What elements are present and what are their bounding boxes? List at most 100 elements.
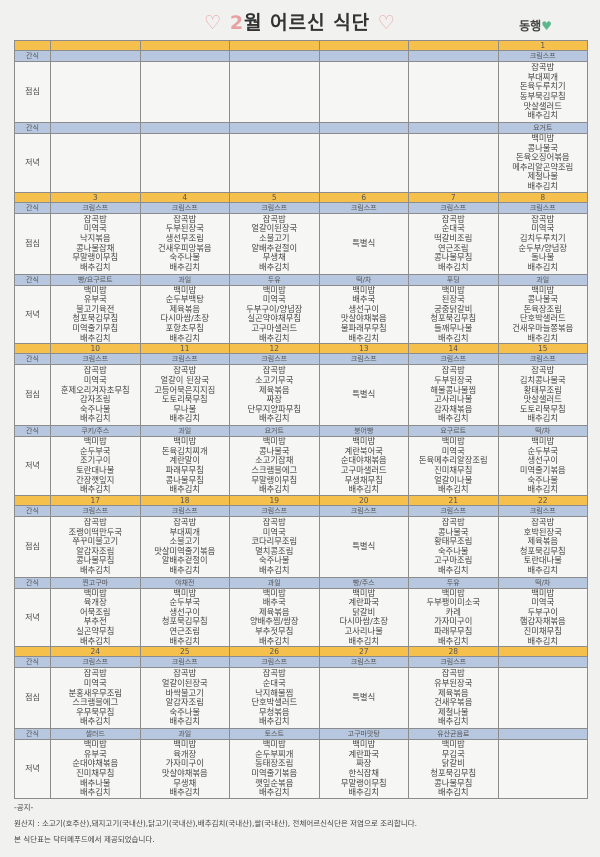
- row-label: 간식: [14, 425, 51, 438]
- menu-item: 돈육김치찌개: [161, 445, 208, 456]
- menu-item: 배추김치: [79, 332, 111, 343]
- menu-item: 배추김치: [169, 261, 201, 272]
- menu-item: 양배추찜/쌈장: [249, 616, 299, 627]
- snack-row: 간식 요거트: [14, 122, 588, 134]
- menu-item: 진미채무침: [434, 464, 473, 475]
- empty-cell: [408, 61, 499, 123]
- menu-item: 배추김치: [258, 413, 290, 424]
- menu-item: 잡곡밥: [262, 365, 286, 376]
- empty-cell: [229, 50, 320, 62]
- empty-cell: [497, 646, 588, 658]
- menu-item: 알배추겉절이: [161, 555, 208, 566]
- menu-item: 잡곡밥: [173, 668, 197, 679]
- menu-item: 배추김치: [169, 332, 201, 343]
- menu-item: 생선무조림: [165, 232, 204, 243]
- snack-cell: 푸딩: [408, 273, 499, 286]
- snack-cell: 요구르트: [408, 425, 499, 438]
- date-cell: 3: [50, 191, 141, 203]
- menu-item: 순두부백탕: [165, 294, 204, 305]
- snack-row: 간식 크림스프 크림스프 크림스프 크림스프 크림스프 크림스프: [14, 201, 588, 214]
- row-label: 간식: [14, 728, 51, 741]
- menu-item: 다시마쌈/초장: [339, 616, 389, 627]
- menu-item: 숙주나물: [437, 545, 469, 556]
- menu-item: 배추김치: [527, 413, 559, 424]
- dinner-menu: 백미밥 미역국 두부구이 햄감자채볶음 진미채무침 배추김치: [497, 587, 588, 648]
- title-text: 월 어르신 식단: [244, 12, 371, 34]
- row-label: 점심: [14, 667, 51, 730]
- row-label: 간식: [14, 576, 51, 589]
- menu-item: 계란말이: [169, 455, 201, 466]
- menu-item: 미역줄기무침: [72, 322, 119, 333]
- lunch-menu: 잡곡밥 소고기무국 제육볶음 짜장 단무지양파무침 배추김치: [229, 364, 320, 427]
- snack-cell: 두유: [408, 576, 499, 589]
- menu-item: 건새우볶음: [434, 697, 473, 708]
- menu-item: 부추젓무침: [255, 626, 294, 637]
- snack-row: 간식 찐고구마 야채전 과일 빵/주스 두유 떡/차: [14, 576, 588, 589]
- snack-cell: 크림스프: [497, 50, 588, 62]
- menu-item: 미역국: [83, 678, 107, 689]
- snack-cell: 크림스프: [50, 504, 141, 517]
- empty-cell: [408, 122, 499, 134]
- menu-item: 파래무무침: [434, 626, 473, 637]
- empty-cell: [50, 50, 141, 62]
- menu-item: 배추김치: [79, 635, 111, 646]
- menu-item: 잡곡밥: [262, 213, 286, 224]
- menu-item: 동부묵김무침: [519, 91, 566, 101]
- lunch-menu: 잡곡밥 미역국 코다리무조림 멸치콩조림 숙주나물 배추김치: [229, 515, 320, 578]
- menu-item: 제육볶음: [527, 536, 559, 547]
- lunch-menu: 잡곡밥 미역국 분홍새우무조림 스크램블에그 우무묵무침 배추김치: [50, 667, 141, 730]
- menu-item: 배추김치: [348, 484, 380, 495]
- menu-item: 단호박샐러드: [251, 697, 298, 708]
- menu-item: 백미밥: [83, 285, 107, 295]
- lunch-menu: 특별식: [318, 212, 409, 275]
- notice-heading: -공지-: [14, 803, 34, 812]
- menu-item: 소고기잡채: [255, 455, 294, 466]
- date-cell: 5: [229, 191, 320, 203]
- menu-item: 부대찌개: [527, 71, 559, 82]
- snack-cell: 크림스프: [318, 504, 409, 517]
- snack-cell: 크림스프: [50, 656, 141, 669]
- lunch-menu: 잡곡밥 호박된장국 제육볶음 청포묵김무침 토란대나물 배추김치: [497, 515, 588, 578]
- menu-item: 잡곡밥: [262, 516, 286, 527]
- meal-calendar: 1 간식 크림스프 점심 잡곡밥 부대찌개 돈육두루치기 동부묵김무침 맛살샐러드 배추김치 간식 요…: [14, 40, 588, 799]
- menu-item: 바싹불고기: [165, 687, 204, 698]
- green-heart-icon: ♥: [541, 19, 552, 33]
- menu-item: 조랭이떡만두국: [68, 526, 122, 537]
- date-cell: 15: [497, 343, 588, 355]
- menu-item: 배추김치: [258, 261, 290, 272]
- menu-item: 잡곡밥: [83, 668, 107, 679]
- menu-item: 순두부/양념장: [518, 242, 568, 253]
- page-title: ♡ 2월 어르신 식단 ♡: [0, 8, 600, 35]
- menu-item: 잡곡밥: [173, 213, 197, 224]
- lunch-menu: 잡곡밥 콩나물국 황태무조림 숙주나물 고구마조림 배추김치: [408, 515, 499, 578]
- dinner-menu: 백미밥 배추국 제육볶음 양배추찜/쌈장 부추젓무침 배추김치: [229, 587, 320, 648]
- menu-item: 잡곡밥: [173, 365, 197, 376]
- menu-item: 낙지해물찜: [255, 687, 294, 698]
- snack-cell: 크림스프: [229, 201, 320, 214]
- row-label: [14, 191, 51, 203]
- lunch-row: 점심 잡곡밥 조랭이떡만두국 쭈꾸미불고기 알감자조림 콩나물무침 배추김치 잡곡밥 부대찌개 소…: [14, 515, 588, 578]
- menu-item: 알배추겉절이: [251, 242, 298, 253]
- menu-item: 배추국: [352, 294, 376, 305]
- dinner-menu: 백미밥 육개장 어묵조림 부추전 실곤약무침 배추김치: [50, 587, 141, 648]
- menu-item: 육개장: [173, 748, 197, 759]
- menu-item: 무생채: [262, 252, 286, 263]
- menu-item: 백미밥: [262, 436, 286, 447]
- snack-cell: 쿠키/주스: [50, 425, 141, 438]
- title-month: 2: [229, 12, 245, 34]
- menu-item: 백미밥: [83, 739, 107, 750]
- menu-item: 돈육오징어볶음: [516, 152, 570, 163]
- menu-item: 얼갈이된장국: [251, 223, 298, 234]
- menu-item: 배추김치: [348, 332, 380, 343]
- menu-item: 콩나물무침: [76, 555, 115, 566]
- dinner-menu: 백미밥 미역국 돈육메추리알장조림 진미채무침 얼갈이나물 배추김치: [408, 436, 499, 496]
- menu-item: 배추국: [262, 597, 286, 608]
- row-label: 간식: [14, 273, 51, 286]
- date-cell: 14: [408, 343, 499, 355]
- menu-item: 특별식: [352, 389, 376, 400]
- menu-item: 얼갈이 된장국: [160, 374, 209, 385]
- snack-cell: 유산균음료: [408, 728, 499, 741]
- empty-cell: [408, 133, 499, 193]
- row-label: [14, 494, 51, 506]
- notice-origin: 원산지 : 소고기(호주산),돼지고기(국내산),닭고기(국내산),배추김치(국…: [14, 819, 418, 828]
